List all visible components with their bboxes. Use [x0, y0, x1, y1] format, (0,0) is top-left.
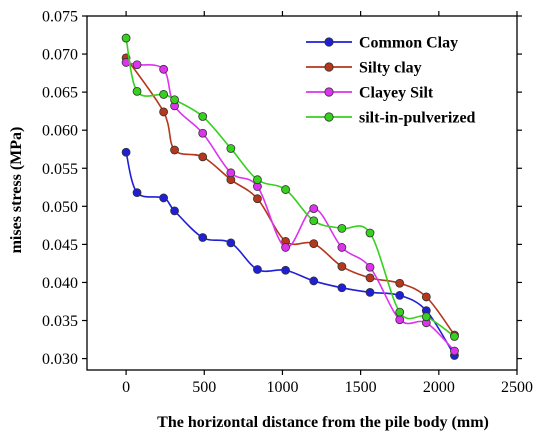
data-point: [132, 60, 142, 70]
data-point: [309, 204, 319, 214]
legend-label: Clayey Silt: [359, 85, 434, 102]
y-tick-label: 0.050: [42, 199, 78, 216]
data-point: [253, 175, 262, 185]
data-point: [281, 185, 290, 194]
y-tick-label: 0.045: [42, 237, 78, 254]
data-point: [253, 265, 262, 274]
data-point: [395, 278, 405, 288]
legend: Common Clay Silty clay Clayey Silt silt-in-…: [306, 35, 476, 127]
x-tick-label: 1500: [345, 379, 377, 396]
data-point: [198, 152, 208, 162]
legend-item: Silty clay: [306, 60, 422, 77]
y-tick-label: 0.035: [42, 313, 78, 330]
data-point: [159, 64, 169, 74]
y-tick-label: 0.055: [42, 161, 78, 178]
legend-label: Common Clay: [359, 35, 458, 52]
data-point: [226, 168, 236, 178]
series-layer: [121, 33, 459, 360]
data-point: [159, 90, 169, 99]
data-point: [395, 315, 405, 325]
series-line: [125, 37, 455, 338]
data-point: [365, 273, 375, 283]
data-point: [365, 287, 375, 297]
data-point: [198, 128, 208, 138]
x-axis-title: The horizontal distance from the pile bo…: [157, 414, 489, 431]
legend-marker: [324, 112, 334, 122]
data-point: [170, 95, 179, 105]
x-tick-label: 2000: [423, 379, 455, 396]
legend-label: silt-in-pulverized: [359, 110, 476, 127]
data-point: [395, 307, 405, 317]
x-tick-label: 500: [192, 379, 216, 396]
data-point: [281, 243, 290, 252]
series-0: [121, 147, 459, 360]
legend-marker: [324, 87, 334, 97]
data-point: [121, 147, 131, 157]
data-point: [309, 216, 319, 226]
y-tick-label: 0.030: [42, 351, 78, 368]
y-tick-label: 0.070: [42, 47, 78, 64]
legend-label: Silty clay: [359, 60, 422, 77]
legend-marker: [324, 37, 334, 47]
data-point: [337, 283, 347, 293]
data-point: [159, 107, 169, 117]
y-tick-label: 0.065: [42, 85, 78, 102]
y-tick-label: 0.075: [42, 9, 78, 26]
data-point: [365, 228, 375, 238]
data-point: [121, 33, 131, 43]
data-point: [365, 262, 375, 272]
series-2: [121, 58, 459, 356]
series-line: [125, 152, 456, 356]
x-tick-label: 2500: [501, 379, 533, 396]
data-point: [159, 193, 169, 203]
data-point: [421, 292, 431, 302]
plot-frame: [86, 15, 518, 371]
data-point: [337, 243, 347, 252]
data-point: [170, 145, 179, 155]
data-point: [170, 206, 179, 216]
plot-area: 0 500 1000 1500 2000 2500 0.030 0.035 0.040 0.045…: [42, 9, 533, 397]
legend-item: Common Clay: [306, 35, 458, 52]
data-point: [337, 223, 347, 233]
series-1: [121, 53, 459, 340]
x-tick-label: 0: [122, 379, 130, 396]
data-point: [450, 332, 459, 341]
y-tick-label: 0.060: [42, 123, 78, 140]
data-point: [132, 188, 142, 198]
data-point: [421, 312, 431, 322]
data-point: [309, 276, 319, 286]
data-point: [198, 233, 208, 242]
data-point: [450, 346, 459, 356]
data-point: [395, 290, 405, 300]
legend-item: Clayey Silt: [306, 85, 434, 102]
data-point: [226, 238, 236, 248]
data-point: [253, 194, 262, 204]
y-tick-label: 0.040: [42, 275, 78, 292]
data-point: [281, 265, 290, 275]
x-tick-label: 1000: [266, 379, 298, 396]
data-point: [132, 86, 142, 96]
legend-marker: [324, 62, 334, 72]
legend-item: silt-in-pulverized: [306, 110, 476, 127]
y-axis-title: mises stress (MPa): [8, 127, 25, 254]
series-3: [121, 33, 459, 341]
data-point: [226, 144, 236, 153]
data-point: [337, 262, 347, 271]
data-point: [198, 112, 208, 121]
data-point: [309, 239, 319, 249]
